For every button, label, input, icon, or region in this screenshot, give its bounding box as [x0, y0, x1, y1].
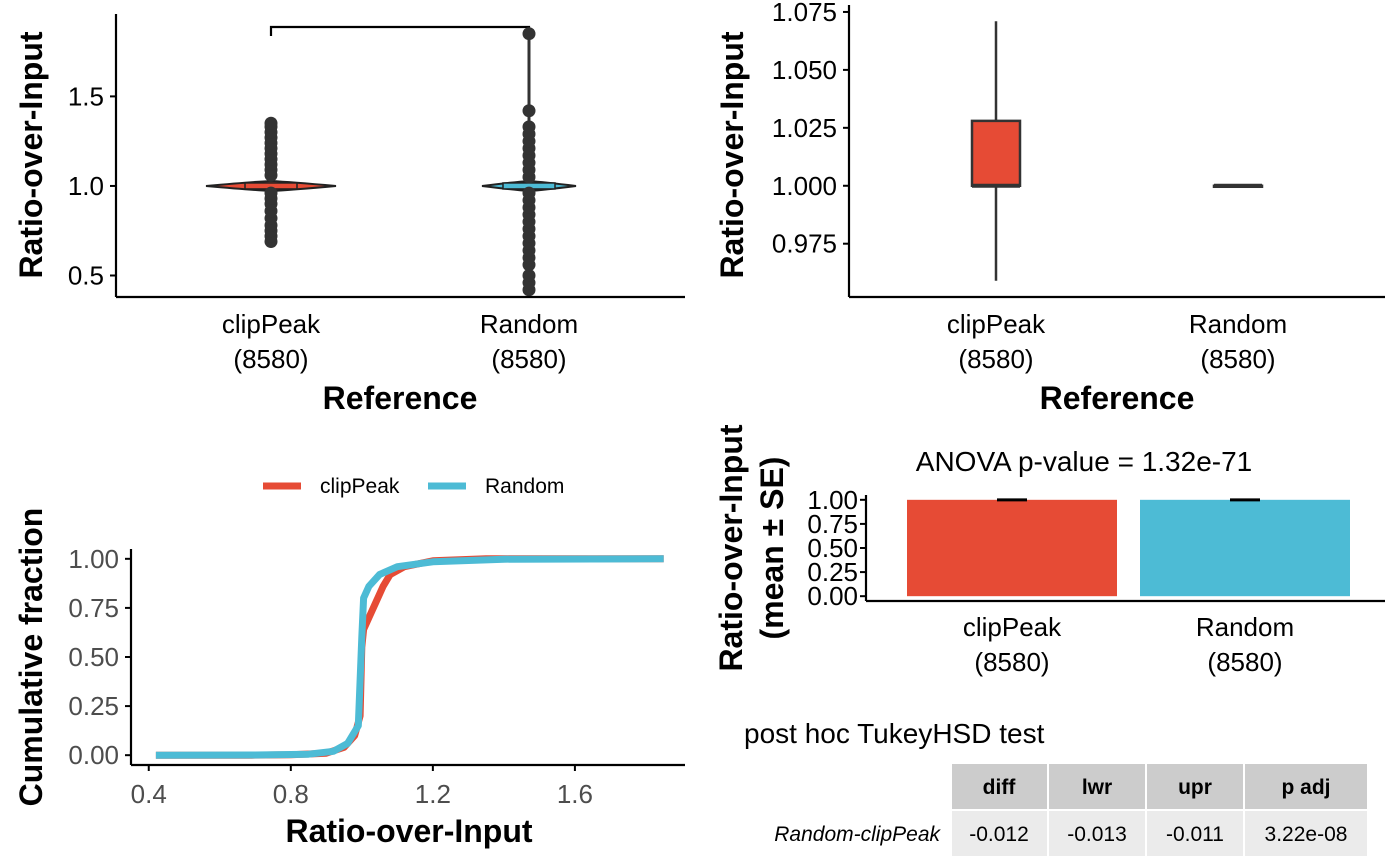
- ecdf-line-Random: [155, 555, 664, 759]
- violin-outlier-point: [522, 186, 536, 200]
- violin-y-ticks: 0.5 1.0 1.5: [68, 81, 116, 291]
- tukey-cell-padj: 3.22e-08: [1265, 823, 1348, 846]
- tukey-table: post hoc TukeyHSD test diff lwr upr p ad…: [744, 718, 1367, 856]
- ecdf-y-tick-label: 0.00: [68, 740, 119, 770]
- ecdf-y-tick-label: 0.50: [68, 642, 119, 672]
- violin-y-tick-label: 1.5: [68, 81, 104, 111]
- legend-label-Random: Random: [485, 475, 564, 498]
- ecdf-x-axis-label: Ratio-over-Input: [285, 813, 532, 849]
- violin-panel: 0.51.01.5 clipPeak (8580) Random (8580) …: [13, 14, 685, 416]
- boxplot-y-axis-label: Ratio-over-Input: [714, 31, 750, 278]
- barplot-y-tick-label: 0.00: [807, 581, 858, 611]
- tukey-cell-lwr: -0.013: [1067, 823, 1127, 846]
- ecdf-panel: clipPeak Random 0.000.250.500.751.000.4 0…: [13, 475, 685, 849]
- tukey-title: post hoc TukeyHSD test: [744, 718, 1045, 749]
- violin-outlier-point: [522, 104, 536, 118]
- barplot-y-axis-label: Ratio-over-Input: [713, 424, 749, 671]
- tukey-header-cell-padj: [1245, 764, 1367, 809]
- legend-label-clipPeak: clipPeak: [320, 475, 400, 498]
- violin-y-tick-label: 1.0: [68, 171, 104, 201]
- violin-plot-area: [205, 27, 577, 297]
- tukey-cell-lwr-bg: [1049, 811, 1145, 856]
- barplot-x-count-Random: (8580): [1207, 647, 1282, 677]
- barplot-x-cat-Random: Random: [1196, 612, 1294, 642]
- barplot-bar-clipPeak: [907, 499, 1117, 597]
- tukey-cell-padj-bg: [1245, 811, 1367, 856]
- violin-x-count-Random: (8580): [491, 344, 566, 374]
- boxplot-panel: 0.975 1.000 1.025 1.050 1.075 clipPeak (8580…: [714, 0, 1385, 416]
- ecdf-x-tick-label: 0.4: [131, 779, 167, 809]
- violin-y-tick-label: 0.5: [68, 261, 104, 291]
- ecdf-line-clipPeak: [155, 555, 664, 759]
- boxplot-y-tick-label: 1.025: [772, 113, 837, 143]
- ecdf-y-tick-label: 0.75: [68, 593, 119, 623]
- tukey-header-lwr: lwr: [1082, 776, 1112, 799]
- tukey-header-diff: diff: [983, 776, 1017, 799]
- barplot-plot-area: [907, 498, 1350, 597]
- barplot-y-axis-label-2: (mean ± SE): [754, 457, 790, 640]
- barplot-y-tick-label: 0.75: [807, 509, 858, 539]
- boxplot-x-count-clipPeak: (8580): [958, 344, 1033, 374]
- boxplot-y-tick-label: 0.975: [772, 229, 837, 259]
- boxplot-x-count-Random: (8580): [1200, 344, 1275, 374]
- tukey-header-cell-upr: [1147, 764, 1243, 809]
- tukey-cell-upr: -0.011: [1166, 823, 1224, 846]
- barplot-y-tick-label: 0.50: [807, 533, 858, 563]
- tukey-header-cell-diff: [952, 764, 1047, 809]
- violin-x-cat-Random: Random: [480, 309, 578, 339]
- boxplot-plot-area: [970, 21, 1264, 281]
- boxplot-y-tick-label: 1.050: [772, 55, 837, 85]
- ecdf-x-tick-label: 1.6: [557, 779, 593, 809]
- tukey-cell-diff-bg: [952, 811, 1047, 856]
- barplot-y-tick-label: 0.25: [807, 557, 858, 587]
- boxplot-y-tick-label: 1.075: [772, 0, 837, 27]
- barplot-panel: ANOVA p-value = 1.32e-71 0.000.250.500.7…: [713, 424, 1385, 677]
- boxplot-y-tick-label: 1.000: [772, 171, 837, 201]
- barplot-bar-Random: [1140, 499, 1350, 597]
- barplot-x-cat-clipPeak: clipPeak: [963, 612, 1062, 642]
- barplot-title: ANOVA p-value = 1.32e-71: [916, 446, 1252, 477]
- barplot-y-ticks: 0.000.250.500.751.00: [807, 485, 866, 611]
- ecdf-plot-area: [155, 555, 664, 759]
- violin-outlier-point: [522, 269, 536, 283]
- ecdf-legend: clipPeak Random: [263, 475, 564, 498]
- violin-x-count-clipPeak: (8580): [233, 344, 308, 374]
- barplot-x-count-clipPeak: (8580): [974, 647, 1049, 677]
- boxplot-y-ticks: 0.975 1.000 1.025 1.050 1.075: [772, 0, 849, 259]
- barplot-y-tick-label: 1.00: [807, 485, 858, 515]
- tukey-header-cell-lwr: [1049, 764, 1145, 809]
- boxplot-box-clipPeak: [970, 119, 1022, 188]
- boxplot-x-cat-clipPeak: clipPeak: [947, 309, 1046, 339]
- ecdf-ticks: 0.00 0.25 0.50 0.75 1.00 0.4 0.8 1.2 1.6: [68, 544, 593, 809]
- violin-significance-bracket: [269, 25, 531, 36]
- violin-y-axis-label: Ratio-over-Input: [13, 31, 49, 278]
- violin-x-cat-clipPeak: clipPeak: [222, 309, 321, 339]
- ecdf-y-tick-label: 0.25: [68, 691, 119, 721]
- tukey-row-label: Random-clipPeak: [774, 823, 941, 846]
- ecdf-y-tick-label: 1.00: [68, 544, 119, 574]
- ecdf-x-tick-label: 0.8: [273, 779, 309, 809]
- violin-x-axis-label: Reference: [323, 380, 478, 416]
- violin-outlier-point: [264, 116, 278, 130]
- boxplot-x-cat-Random: Random: [1189, 309, 1287, 339]
- violin-outlier-point: [264, 186, 278, 200]
- tukey-cell-upr-bg: [1147, 811, 1243, 856]
- violin-outlier-point: [522, 27, 536, 41]
- ecdf-x-tick-label: 1.2: [415, 779, 451, 809]
- boxplot-x-axis-label: Reference: [1040, 380, 1195, 416]
- ecdf-y-axis-label: Cumulative fraction: [13, 508, 49, 807]
- tukey-cell-diff: -0.012: [969, 823, 1029, 846]
- tukey-header-padj: p adj: [1281, 776, 1330, 799]
- violin-outlier-point: [522, 120, 536, 134]
- tukey-header-upr: upr: [1178, 776, 1212, 799]
